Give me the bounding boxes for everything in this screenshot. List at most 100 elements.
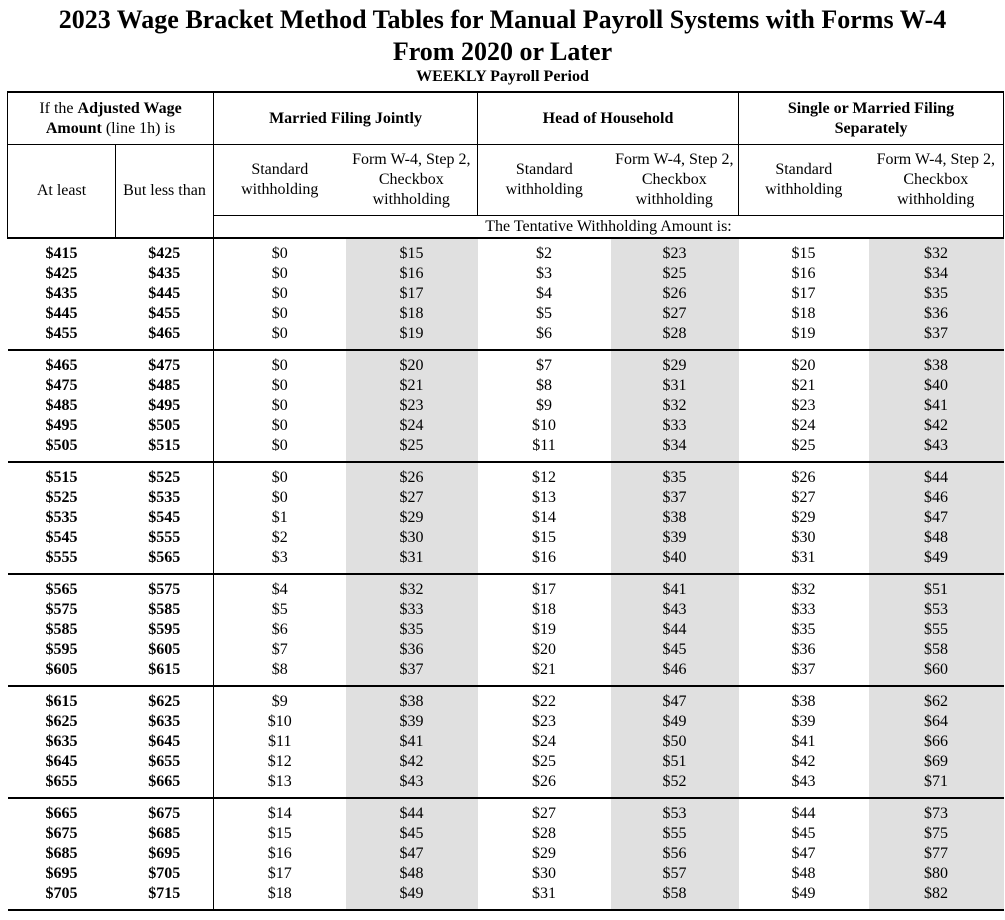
- hoh-standard-cell: $2: [477, 237, 611, 265]
- but-less-than-cell: $495: [148, 397, 181, 415]
- hoh-checkbox-cell: $27: [610, 304, 739, 325]
- single-standard-cell: $21: [791, 377, 816, 395]
- mfj-checkbox-cell: $15: [345, 237, 478, 265]
- single-standard-cell: $41: [791, 733, 816, 751]
- but-less-than-cell: $605: [148, 641, 181, 659]
- single-standard-cell: $43: [791, 773, 816, 791]
- mfj-standard-cell: $1: [213, 508, 346, 529]
- hoh-standard-cell: $3: [536, 265, 552, 283]
- mfj-standard-cell: $0: [213, 396, 346, 417]
- single-checkbox-cell: $80: [868, 864, 1004, 885]
- hoh-standard-cell: $17: [477, 573, 611, 601]
- but-less-than-cell: $655: [148, 753, 181, 771]
- column-group-head-of-household: Head of Household: [477, 92, 739, 146]
- but-less-than-cell: $465: [148, 325, 181, 343]
- table-row: $645 $655 $12 $42 $25 $51 $42 $69: [8, 752, 1004, 773]
- mfj-checkbox-cell: $17: [345, 284, 478, 305]
- table-row: $575 $585 $5 $33 $18 $43 $33 $53: [8, 600, 1004, 621]
- hoh-standard-cell: $16: [532, 549, 556, 567]
- single-standard-cell: $30: [791, 529, 816, 547]
- hoh-checkbox-cell: $32: [610, 396, 739, 417]
- wage-amount-header-post: (line 1h) is: [101, 119, 176, 137]
- single-standard-cell: $35: [791, 621, 816, 639]
- mfj-checkbox-cell: $32: [345, 573, 478, 601]
- hoh-checkbox-cell: $38: [610, 508, 739, 529]
- at-least-cell: $445: [45, 305, 78, 323]
- single-checkbox-cell: $36: [868, 304, 1004, 325]
- wage-amount-header-pre: If the: [39, 99, 78, 117]
- single-checkbox-cell: $62: [868, 685, 1004, 713]
- single-checkbox-cell: $41: [868, 396, 1004, 417]
- hoh-standard-cell: $23: [532, 713, 556, 731]
- single-standard-cell: $23: [791, 397, 816, 415]
- single-standard-cell: $15: [738, 237, 869, 265]
- mfj-checkbox-cell: $19: [345, 324, 478, 351]
- table-row: $435 $445 $0 $17 $4 $26 $17 $35: [8, 284, 1004, 305]
- mfj-standard-cell: $9: [213, 685, 346, 713]
- single-standard-cell: $27: [791, 489, 816, 507]
- hoh-checkbox-cell: $35: [610, 461, 739, 489]
- mfj-checkbox-cell: $33: [345, 600, 478, 621]
- but-less-than-cell: $565: [148, 549, 181, 567]
- mfj-standard-cell: $0: [213, 416, 346, 437]
- at-least-cell: $655: [45, 773, 78, 791]
- single-checkbox-cell: $49: [868, 548, 1004, 575]
- single-checkbox-cell: $69: [868, 752, 1004, 773]
- hoh-standard-cell: $6: [536, 325, 552, 343]
- table-row: $605 $615 $8 $37 $21 $46 $37 $60: [8, 660, 1004, 687]
- mfj-standard-cell: $7: [213, 640, 346, 661]
- but-less-than-cell: $515: [148, 437, 181, 455]
- table-row: $455 $465 $0 $19 $6 $28 $19 $37: [8, 324, 1004, 351]
- hoh-standard-cell: $13: [532, 489, 556, 507]
- table-row: $415 $425 $0 $15 $2 $23 $15 $32: [7, 237, 1004, 265]
- table-row: $695 $705 $17 $48 $30 $57 $48 $80: [8, 864, 1004, 885]
- single-checkbox-cell: $34: [868, 264, 1004, 285]
- at-least-cell: $595: [45, 641, 78, 659]
- single-checkbox-cell: $46: [868, 488, 1004, 509]
- table-row: $425 $435 $0 $16 $3 $25 $16 $34: [8, 264, 1004, 285]
- mfj-checkbox-cell: $21: [345, 376, 478, 397]
- hoh-checkbox-cell: $52: [610, 772, 739, 799]
- hoh-checkbox-cell: $33: [610, 416, 739, 437]
- but-less-than-cell: $445: [148, 285, 181, 303]
- single-standard-cell: $39: [791, 713, 816, 731]
- mfj-standard-cell: $14: [213, 797, 346, 825]
- hoh-standard-cell: $10: [532, 417, 556, 435]
- hoh-checkbox-cell: $50: [610, 732, 739, 753]
- at-least-cell: $705: [7, 884, 116, 912]
- but-less-than-cell: $455: [148, 305, 181, 323]
- single-checkbox-cell: $51: [868, 573, 1004, 601]
- single-checkbox-cell: $66: [868, 732, 1004, 753]
- single-standard-cell: $36: [791, 641, 816, 659]
- but-less-than-cell: $425: [115, 237, 214, 265]
- hoh-standard-cell: $26: [532, 773, 556, 791]
- single-standard-cell: $16: [791, 265, 816, 283]
- mfj-checkbox-cell: $48: [345, 864, 478, 885]
- mfj-standard-cell: $8: [213, 660, 346, 687]
- single-standard-cell: $49: [738, 884, 869, 912]
- mfj-checkbox-cell: $39: [345, 712, 478, 733]
- hoh-standard-cell: $8: [536, 377, 552, 395]
- mfj-checkbox-cell: $27: [345, 488, 478, 509]
- single-checkbox-cell: $37: [868, 324, 1004, 351]
- mfj-standard-cell: $0: [213, 284, 346, 305]
- single-standard-cell: $19: [791, 325, 816, 343]
- single-checkbox-cell: $47: [868, 508, 1004, 529]
- hoh-checkbox-cell: $37: [610, 488, 739, 509]
- mfj-checkbox-cell: $24: [345, 416, 478, 437]
- at-least-header: At least: [7, 144, 116, 240]
- single-checkbox-cell: $44: [868, 461, 1004, 489]
- table-row: $615 $625 $9 $38 $22 $47 $38 $62: [7, 685, 1004, 713]
- mfj-checkbox-cell: $30: [345, 528, 478, 549]
- mfj-checkbox-cell: $38: [345, 685, 478, 713]
- but-less-than-cell: $485: [148, 377, 181, 395]
- hoh-standard-cell: $22: [477, 685, 611, 713]
- single-standard-cell: $42: [791, 753, 816, 771]
- mfj-standard-cell: $0: [213, 237, 346, 265]
- hoh-standard-cell: $29: [532, 845, 556, 863]
- at-least-cell: $545: [45, 529, 78, 547]
- but-less-than-cell: $545: [148, 509, 181, 527]
- but-less-than-cell: $535: [148, 489, 181, 507]
- single-standard-cell: $47: [791, 845, 816, 863]
